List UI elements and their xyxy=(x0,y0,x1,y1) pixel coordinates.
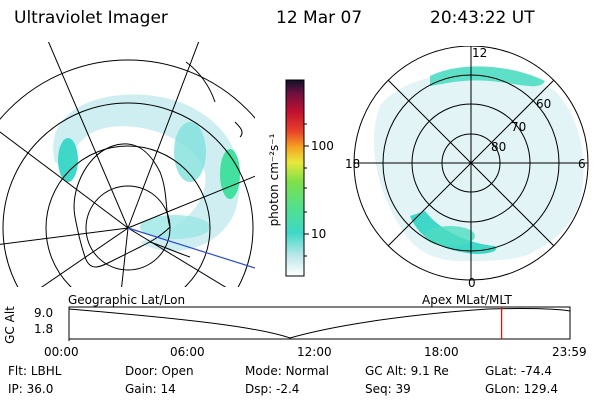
polar-mlt-plot xyxy=(353,46,589,281)
geographic-image xyxy=(0,42,255,287)
info-ip: IP: 36.0 xyxy=(8,382,54,396)
instrument-title: Ultraviolet Imager xyxy=(14,8,168,28)
info-door: Door: Open xyxy=(125,364,194,378)
mlt-label-18: 18 xyxy=(345,157,361,171)
colorbar-tick-10: 10 xyxy=(311,227,327,241)
info-flt: Flt: LBHL xyxy=(8,364,62,378)
timeline-ytick-top: 9.0 xyxy=(34,306,54,320)
timeline-ytick-bottom: 1.8 xyxy=(34,322,54,336)
info-glon: GLon: 129.4 xyxy=(485,382,558,396)
colorbar-unit-label: photon cm⁻²s⁻¹ xyxy=(267,133,281,227)
timeline-xtick-2359: 23:59 xyxy=(552,345,587,359)
altitude-timeline xyxy=(68,306,571,341)
time-label: 20:43:22 UT xyxy=(430,8,535,28)
info-gain: Gain: 14 xyxy=(125,382,176,396)
timeline-ylabel: GC Alt xyxy=(3,306,17,344)
timeline-xtick-1200: 12:00 xyxy=(297,345,332,359)
info-seq: Seq: 39 xyxy=(365,382,411,396)
timeline-xtick-0000: 00:00 xyxy=(44,345,79,359)
info-gc-alt: GC Alt: 9.1 Re xyxy=(365,364,449,378)
info-mode: Mode: Normal xyxy=(245,364,329,378)
apex-title: Apex MLat/MLT xyxy=(422,293,512,307)
colorbar xyxy=(285,79,309,277)
mlat-label-70: 70 xyxy=(511,120,527,134)
timeline-xtick-1800: 18:00 xyxy=(424,345,459,359)
timeline-xtick-0600: 06:00 xyxy=(170,345,205,359)
geographic-title: Geographic Lat/Lon xyxy=(68,293,186,307)
date-label: 12 Mar 07 xyxy=(276,8,363,28)
mlt-label-0: 0 xyxy=(468,276,476,290)
mlt-label-6: 6 xyxy=(578,157,586,171)
mlt-label-12: 12 xyxy=(472,46,488,60)
info-dsp: Dsp: -2.4 xyxy=(245,382,300,396)
mlat-label-80: 80 xyxy=(491,140,507,154)
colorbar-tick-100: 100 xyxy=(311,139,334,153)
mlat-label-60: 60 xyxy=(536,97,552,111)
info-glat: GLat: -74.4 xyxy=(485,364,552,378)
